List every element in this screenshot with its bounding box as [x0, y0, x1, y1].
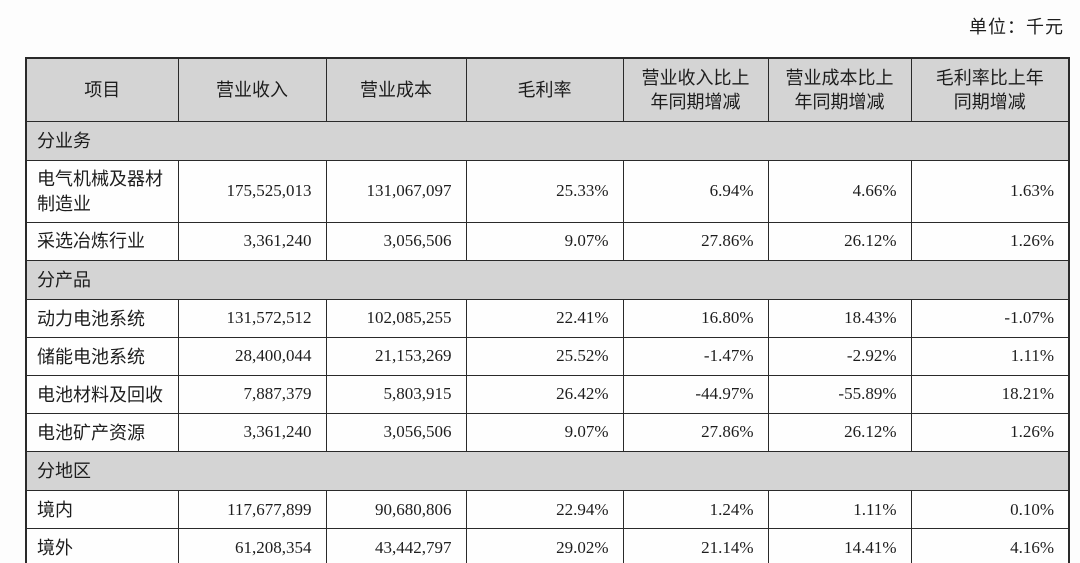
unit-label: 单位：千元: [969, 17, 1064, 37]
table-row: 电池材料及回收 7,887,379 5,803,915 26.42% -44.9…: [25, 375, 1070, 415]
cell-item-label: 采选冶炼行业: [25, 221, 179, 261]
section-label: 分地区: [25, 451, 1070, 492]
cell-margin: 26.42%: [465, 375, 624, 415]
cell-revenue-yoy: 27.86%: [622, 221, 769, 261]
cell-revenue: 175,525,013: [177, 160, 327, 223]
cell-margin-yoy: 1.11%: [910, 337, 1070, 377]
cell-cost: 21,153,269: [325, 337, 467, 377]
table-row: 动力电池系统 131,572,512 102,085,255 22.41% 16…: [25, 299, 1070, 339]
cell-item-label: 储能电池系统: [25, 337, 179, 377]
column-header-margin-yoy: 毛利率比上年同期增减: [910, 57, 1070, 122]
table-row: 储能电池系统 28,400,044 21,153,269 25.52% -1.4…: [25, 337, 1070, 377]
table-row: 境内 117,677,899 90,680,806 22.94% 1.24% 1…: [25, 490, 1070, 530]
header-row: 项目 营业收入 营业成本 毛利率 营业收入比上年同期增减 营业成本比上年同期增减…: [25, 57, 1070, 122]
cell-cost-yoy: 4.66%: [767, 160, 912, 223]
cell-margin: 9.07%: [465, 413, 624, 453]
cell-revenue-yoy: 27.86%: [622, 413, 769, 453]
cell-revenue: 131,572,512: [177, 299, 327, 339]
table-row: 电气机械及器材制造业 175,525,013 131,067,097 25.33…: [25, 160, 1070, 223]
cell-revenue: 117,677,899: [177, 490, 327, 530]
cell-margin-yoy: 1.26%: [910, 221, 1070, 261]
cell-item-label: 电气机械及器材制造业: [25, 160, 179, 223]
cell-cost-yoy: 26.12%: [767, 413, 912, 453]
cell-margin-yoy: 1.63%: [910, 160, 1070, 223]
cell-cost: 90,680,806: [325, 490, 467, 530]
cell-revenue: 3,361,240: [177, 221, 327, 261]
section-label: 分业务: [25, 120, 1070, 162]
cell-cost: 3,056,506: [325, 413, 467, 453]
cell-revenue: 28,400,044: [177, 337, 327, 377]
cell-margin-yoy: 0.10%: [910, 490, 1070, 530]
cell-cost: 131,067,097: [325, 160, 467, 223]
cell-item-label: 境内: [25, 490, 179, 530]
cell-cost: 5,803,915: [325, 375, 467, 415]
cell-margin: 9.07%: [465, 221, 624, 261]
cell-margin-yoy: -1.07%: [910, 299, 1070, 339]
cell-revenue-yoy: 6.94%: [622, 160, 769, 223]
cell-margin: 29.02%: [465, 528, 624, 563]
cell-cost: 102,085,255: [325, 299, 467, 339]
segment-financials-table: 项目 营业收入 营业成本 毛利率 营业收入比上年同期增减 营业成本比上年同期增减…: [25, 57, 1070, 563]
column-header-revenue-yoy: 营业收入比上年同期增减: [622, 57, 769, 122]
table-row: 采选冶炼行业 3,361,240 3,056,506 9.07% 27.86% …: [25, 221, 1070, 261]
section-row-by-product: 分产品: [25, 259, 1070, 301]
cell-cost: 43,442,797: [325, 528, 467, 563]
cell-margin-yoy: 1.26%: [910, 413, 1070, 453]
cell-cost-yoy: 26.12%: [767, 221, 912, 261]
cell-cost: 3,056,506: [325, 221, 467, 261]
section-label: 分产品: [25, 259, 1070, 301]
cell-margin: 25.33%: [465, 160, 624, 223]
cell-revenue-yoy: 1.24%: [622, 490, 769, 530]
cell-revenue-yoy: 21.14%: [622, 528, 769, 563]
cell-revenue-yoy: 16.80%: [622, 299, 769, 339]
cell-margin-yoy: 18.21%: [910, 375, 1070, 415]
cell-item-label: 电池材料及回收: [25, 375, 179, 415]
cell-revenue: 3,361,240: [177, 413, 327, 453]
cell-item-label: 电池矿产资源: [25, 413, 179, 453]
cell-cost-yoy: 18.43%: [767, 299, 912, 339]
cell-cost-yoy: -55.89%: [767, 375, 912, 415]
cell-item-label: 境外: [25, 528, 179, 563]
cell-revenue: 7,887,379: [177, 375, 327, 415]
cell-cost-yoy: -2.92%: [767, 337, 912, 377]
cell-item-label: 动力电池系统: [25, 299, 179, 339]
column-header-item: 项目: [25, 57, 179, 122]
section-row-by-business: 分业务: [25, 120, 1070, 162]
cell-margin-yoy: 4.16%: [910, 528, 1070, 563]
column-header-margin: 毛利率: [465, 57, 624, 122]
section-row-by-region: 分地区: [25, 451, 1070, 492]
cell-margin: 22.94%: [465, 490, 624, 530]
table-body: 分业务 电气机械及器材制造业 175,525,013 131,067,097 2…: [25, 120, 1070, 563]
cell-revenue-yoy: -44.97%: [622, 375, 769, 415]
cell-cost-yoy: 1.11%: [767, 490, 912, 530]
cell-cost-yoy: 14.41%: [767, 528, 912, 563]
cell-revenue-yoy: -1.47%: [622, 337, 769, 377]
cell-margin: 22.41%: [465, 299, 624, 339]
column-header-revenue: 营业收入: [177, 57, 327, 122]
cell-margin: 25.52%: [465, 337, 624, 377]
table-header: 项目 营业收入 营业成本 毛利率 营业收入比上年同期增减 营业成本比上年同期增减…: [25, 57, 1070, 122]
cell-revenue: 61,208,354: [177, 528, 327, 563]
table-row: 境外 61,208,354 43,442,797 29.02% 21.14% 1…: [25, 528, 1070, 563]
column-header-cost-yoy: 营业成本比上年同期增减: [767, 57, 912, 122]
table-row: 电池矿产资源 3,361,240 3,056,506 9.07% 27.86% …: [25, 413, 1070, 453]
column-header-cost: 营业成本: [325, 57, 467, 122]
